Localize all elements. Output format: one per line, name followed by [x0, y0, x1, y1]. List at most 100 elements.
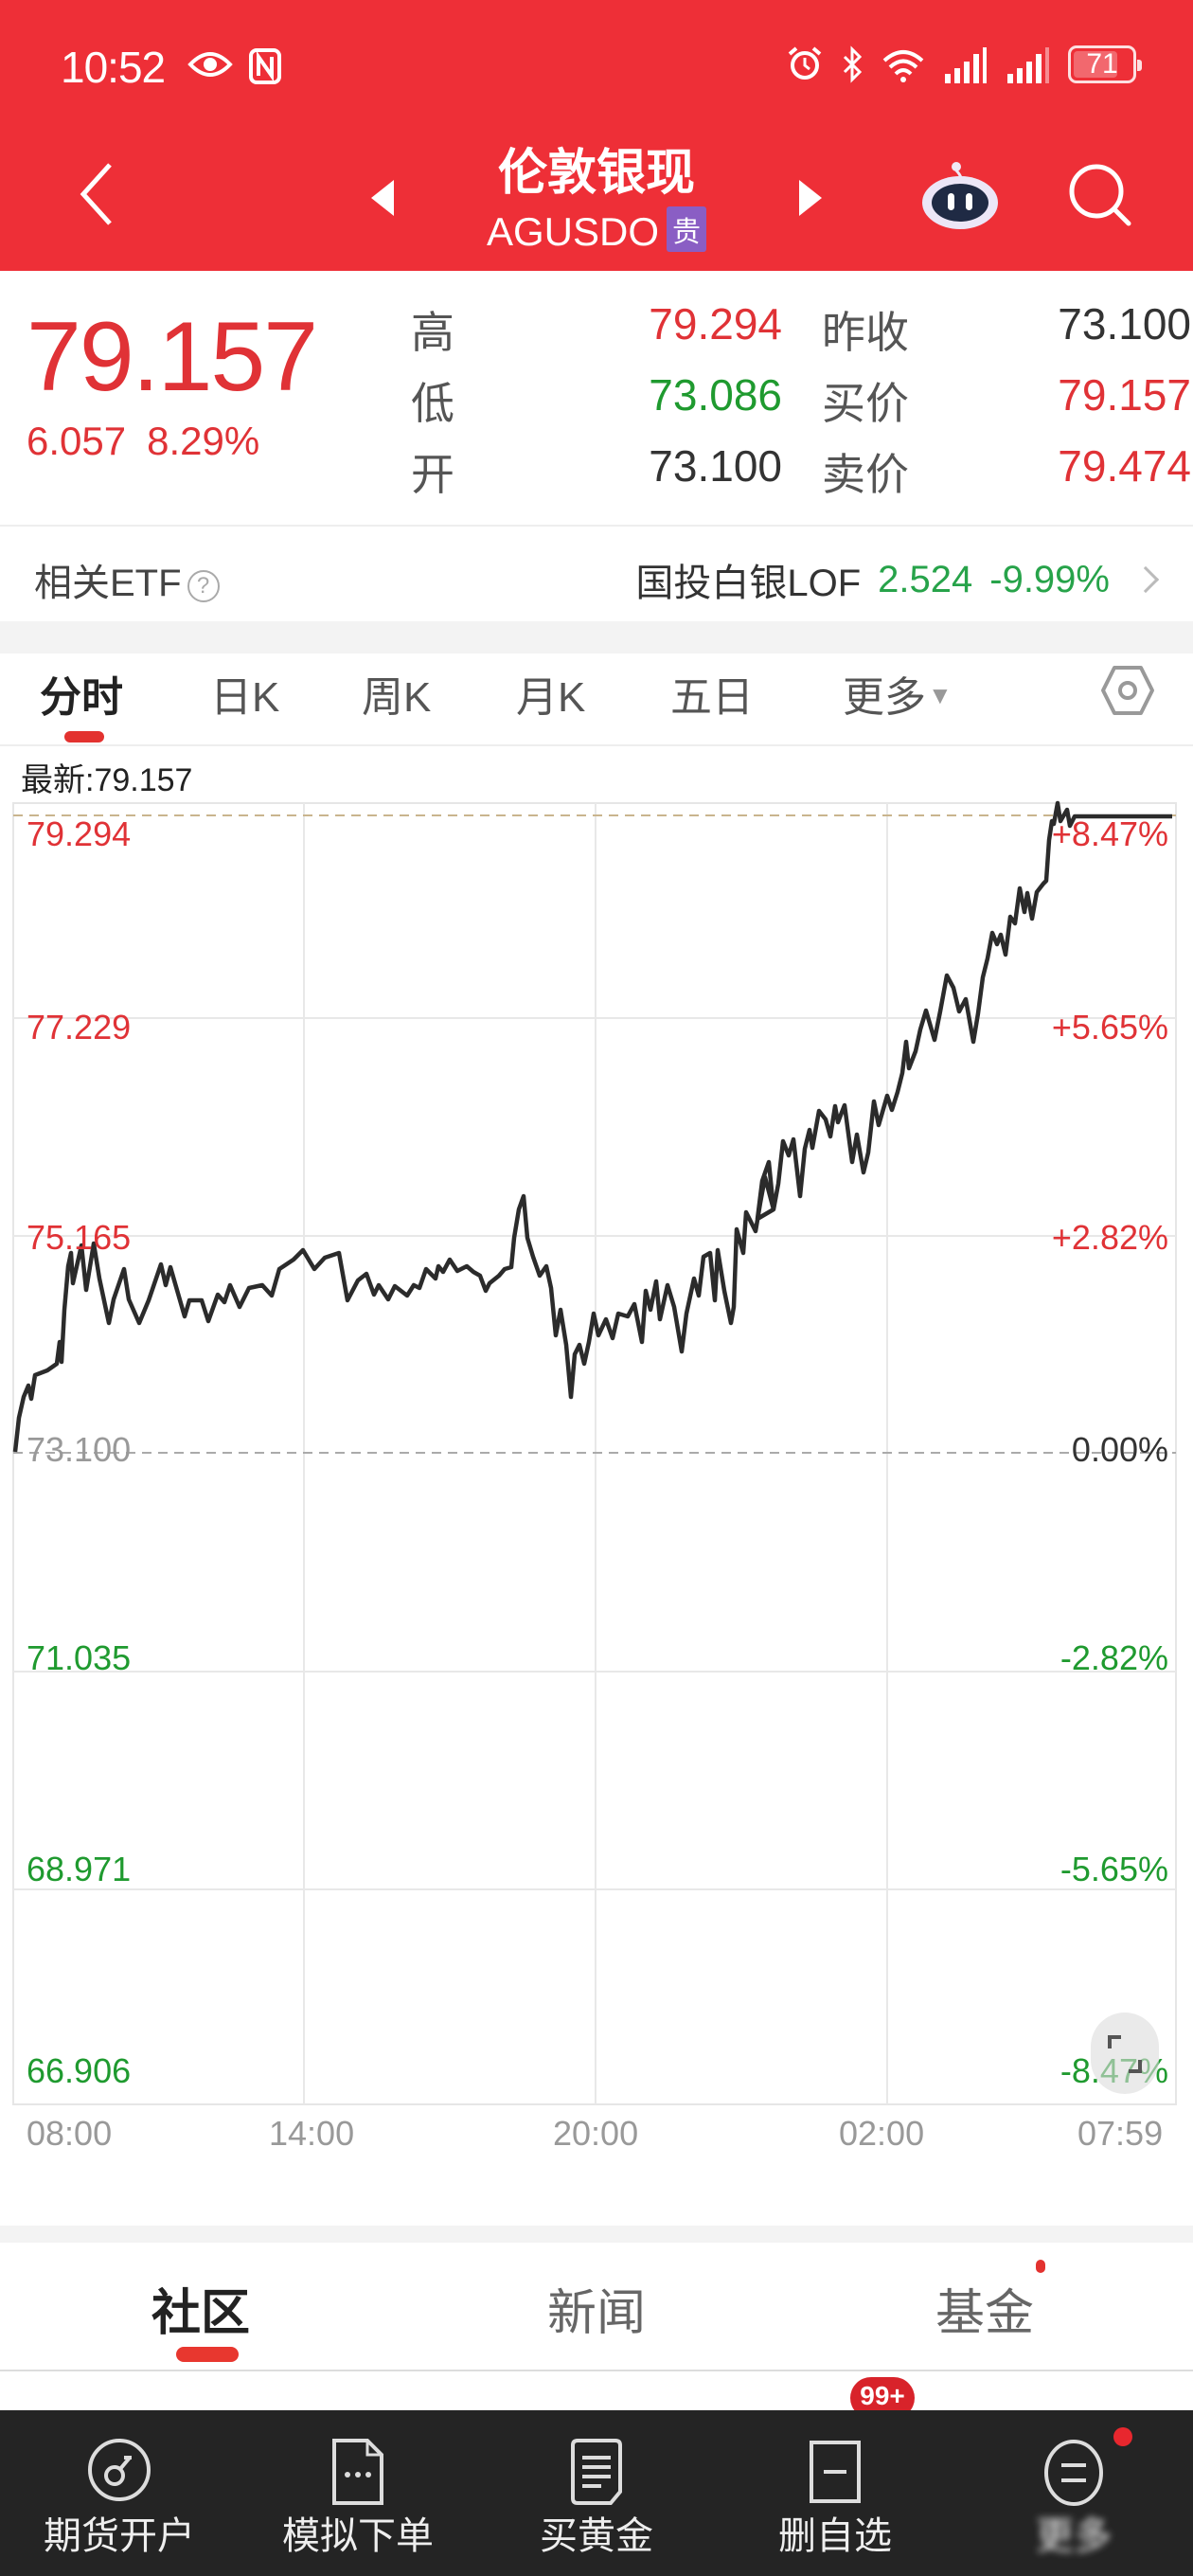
value-prev-close: 73.100: [1058, 299, 1191, 349]
chevron-left-icon[interactable]: [78, 161, 116, 227]
buy-gold-icon: [571, 2439, 622, 2505]
value-bid: 79.157: [1058, 370, 1191, 420]
simulated-order-icon: [332, 2439, 383, 2505]
current-price: 79.157: [27, 302, 318, 412]
tab-community[interactable]: 社区: [151, 2286, 251, 2341]
y-label-right: +8.47%: [1051, 814, 1168, 853]
signal-icon: [1007, 47, 1049, 83]
y-label-left: 75.165: [27, 1218, 132, 1257]
x-label: 02:00: [839, 2114, 925, 2153]
nav-buy-gold[interactable]: 买黄金: [477, 2410, 716, 2576]
tab-monthly-k[interactable]: 月K: [516, 674, 586, 721]
section-separator: [0, 2226, 1193, 2243]
status-time: 10:52: [61, 43, 166, 92]
tab-fund[interactable]: 基金: [935, 2286, 1035, 2341]
battery-icon: 71: [1068, 45, 1142, 83]
fullscreen-button[interactable]: [1091, 2012, 1159, 2094]
nav-label: 删自选: [778, 2515, 892, 2557]
nav-simulated-order[interactable]: 模拟下单: [239, 2410, 477, 2576]
tab-more[interactable]: 更多▼: [843, 663, 953, 724]
nav-label: 期货开户: [44, 2515, 195, 2557]
symbol-text: AGUSDO: [486, 209, 660, 254]
tab-intraday[interactable]: 分时: [40, 674, 123, 721]
divider: [0, 744, 1193, 746]
y-label-right: -2.82%: [1059, 1638, 1168, 1677]
etf-change: -9.99%: [989, 558, 1110, 600]
nfc-icon: [249, 48, 281, 84]
nav-label: 买黄金: [540, 2515, 653, 2557]
value-low: 73.086: [649, 370, 782, 420]
change-amount: 6.057: [27, 419, 127, 463]
active-tab-indicator: [176, 2347, 239, 2362]
account-open-icon: [88, 2439, 151, 2501]
more-menu-icon: [1044, 2440, 1103, 2506]
x-label: 08:00: [27, 2114, 113, 2153]
category-badge: 贵: [667, 206, 707, 252]
label-bid: 买价: [822, 379, 909, 428]
tab-news[interactable]: 新闻: [547, 2286, 647, 2341]
robot-icon[interactable]: [920, 159, 1002, 231]
page-title: 伦敦银现: [497, 146, 695, 201]
nav-label: 模拟下单: [282, 2515, 434, 2557]
section-separator: [0, 621, 1193, 653]
y-label-left: 77.229: [27, 1008, 132, 1046]
fullscreen-icon: [1108, 2035, 1142, 2073]
status-icons: 71: [786, 44, 1142, 85]
active-tab-indicator: [64, 731, 104, 742]
change-percent: 8.29%: [147, 419, 260, 463]
label-low: 低: [411, 379, 454, 428]
symbol-code: AGUSDO 贵: [0, 206, 1193, 255]
nav-label: 更多: [1036, 2515, 1112, 2557]
y-label-left: 66.906: [27, 2051, 132, 2090]
divider: [0, 525, 1193, 527]
label-ask: 卖价: [822, 450, 909, 499]
intraday-chart[interactable]: [0, 0, 1193, 2178]
divider: [0, 2370, 1193, 2371]
latest-price-label: 最新:79.157: [21, 762, 193, 798]
remove-watchlist-icon: [810, 2441, 861, 2503]
bottom-action-bar: 期货开户 模拟下单 买黄金 删自选 更多: [0, 2410, 1193, 2576]
bluetooth-icon: [843, 45, 863, 83]
x-label: 14:00: [269, 2114, 355, 2153]
eye-icon: [187, 52, 233, 77]
y-label-left: 68.971: [27, 1850, 132, 1888]
tab-daily-k[interactable]: 日K: [210, 674, 280, 721]
etf-name: 国投白银LOF: [635, 563, 862, 604]
related-etf-label: 相关ETF?: [34, 552, 220, 607]
etf-price: 2.524: [878, 558, 973, 600]
etf-link[interactable]: 国投白银LOF 2.524 -9.99%: [635, 552, 1160, 607]
triangle-left-icon[interactable]: [369, 178, 396, 218]
signal-icon: [945, 47, 987, 83]
header: 10:52 71 伦敦银现 AGUSDO 贵: [0, 0, 1193, 271]
y-label-left: 73.100: [27, 1430, 132, 1469]
etf-label-text: 相关ETF: [34, 563, 182, 604]
tab-weekly-k[interactable]: 周K: [362, 674, 432, 721]
label-open: 开: [411, 450, 454, 499]
y-label-left: 79.294: [27, 814, 132, 853]
label-prev-close: 昨收: [822, 308, 909, 357]
x-label: 07:59: [1077, 2114, 1164, 2153]
search-icon[interactable]: [1068, 163, 1136, 231]
tab-five-day[interactable]: 五日: [670, 674, 754, 721]
label-high: 高: [411, 308, 454, 357]
y-label-right: -5.65%: [1059, 1850, 1168, 1888]
x-label: 20:00: [553, 2114, 639, 2153]
settings-hex-icon[interactable]: [1100, 663, 1155, 718]
nav-remove-watchlist[interactable]: 删自选: [716, 2410, 954, 2576]
help-icon[interactable]: ?: [187, 570, 220, 602]
y-label-left: 71.035: [27, 1638, 132, 1677]
y-label-right: +2.82%: [1051, 1218, 1168, 1257]
value-ask: 79.474: [1058, 441, 1191, 491]
nav-account-open[interactable]: 期货开户: [0, 2410, 239, 2576]
tab-more-label: 更多: [843, 674, 926, 721]
notification-dot: [1036, 2260, 1045, 2273]
notification-dot: [1113, 2427, 1132, 2446]
alarm-icon: [788, 46, 822, 80]
y-label-right: +5.65%: [1051, 1008, 1168, 1046]
value-high: 79.294: [649, 299, 782, 349]
y-label-right: 0.00%: [1071, 1430, 1168, 1469]
wifi-icon: [882, 50, 924, 82]
triangle-right-icon[interactable]: [797, 178, 824, 218]
nav-more[interactable]: 更多: [954, 2410, 1193, 2576]
caret-down-icon: ▼: [928, 681, 953, 709]
